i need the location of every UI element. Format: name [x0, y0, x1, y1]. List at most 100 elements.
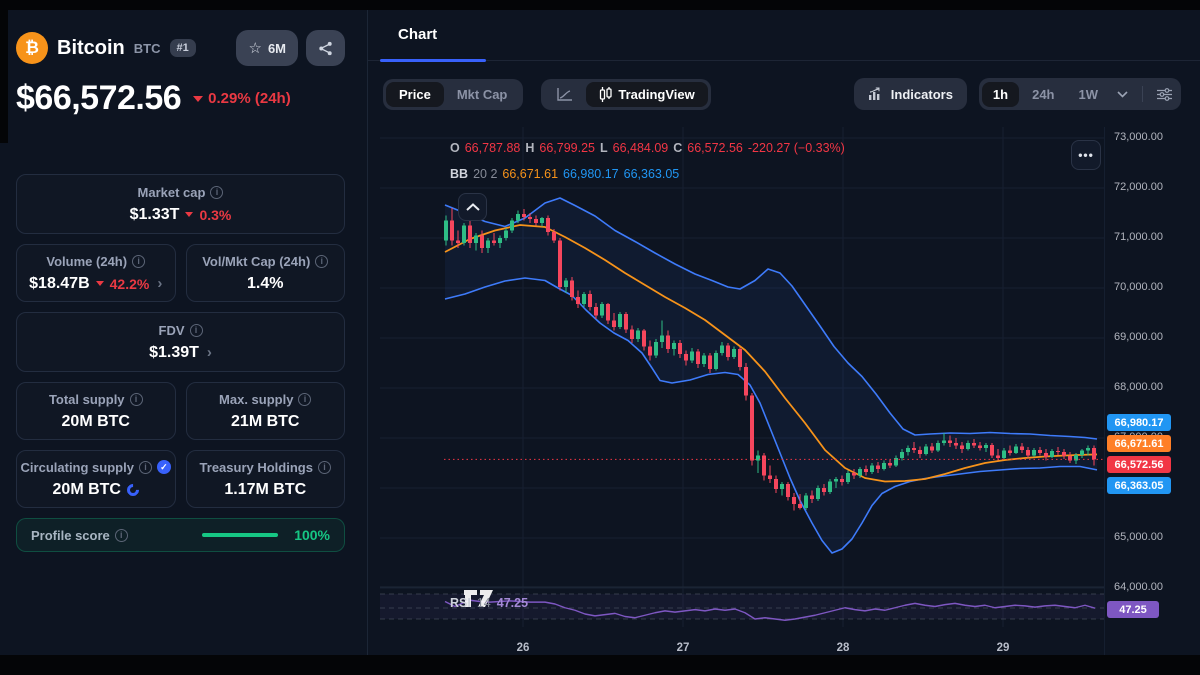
stat-label: Treasury Holdings i — [200, 460, 331, 475]
x-axis-label: 27 — [677, 642, 690, 654]
tab-chart[interactable]: Chart — [398, 26, 438, 43]
timeframe-dropdown[interactable] — [1111, 90, 1134, 98]
coin-price: $66,572.56 — [16, 79, 182, 117]
price-tag: 66,671.61 — [1107, 435, 1171, 452]
tab-active-underline — [380, 59, 486, 62]
rsi-legend[interactable]: RSI 14 47.25 — [450, 596, 529, 610]
mktcap-toggle[interactable]: Mkt Cap — [456, 86, 508, 102]
stat-card-treasury-holdings[interactable]: Treasury Holdings i 1.17M BTC — [185, 450, 345, 508]
y-axis-label: 69,000.00 — [1114, 331, 1163, 343]
x-axis-label: 26 — [517, 642, 530, 654]
ohlc-legend: O 66,787.88 H 66,799.25 L 66,484.09 C 66,572… — [450, 141, 845, 155]
indicators-icon — [868, 87, 880, 100]
stat-card-volume-24h-[interactable]: Volume (24h) i $18.47B 42.2% › — [16, 244, 176, 302]
price-mktcap-toggle: Price Mkt Cap — [383, 78, 524, 110]
stat-label: Total supply i — [49, 392, 143, 407]
chart-type-toggle: TradingView — [541, 78, 711, 110]
y-axis-label: 73,000.00 — [1114, 131, 1163, 143]
info-icon: i — [129, 392, 143, 406]
top-black-bar — [0, 0, 1200, 10]
y-axis-label: 64,000.00 — [1114, 581, 1163, 593]
timeframe-24h[interactable]: 24h — [1032, 86, 1055, 102]
chevron-right-icon: › — [157, 275, 163, 292]
candles-icon — [600, 86, 613, 102]
stat-cards: Market cap i $1.33T 0.3% Volume (24h) i $18.47… — [16, 174, 345, 508]
timeframe-1h[interactable]: 1h — [981, 81, 1020, 107]
stat-card-market-cap[interactable]: Market cap i $1.33T 0.3% — [16, 174, 345, 234]
info-icon: i — [132, 254, 146, 268]
stat-card-vol-mkt-cap-24h-[interactable]: Vol/Mkt Cap (24h) i 1.4% — [185, 244, 345, 302]
timeframe-1w[interactable]: 1W — [1078, 86, 1099, 102]
rsi-value-tag: 47.25 — [1107, 601, 1159, 618]
x-axis-label: 29 — [997, 642, 1010, 654]
indicators-button[interactable]: Indicators — [853, 78, 967, 110]
stat-value: $1.33T 0.3% — [129, 205, 232, 223]
stat-card-total-supply[interactable]: Total supply i 20M BTC — [16, 382, 176, 440]
share-button[interactable] — [306, 30, 345, 66]
y-axis-label: 68,000.00 — [1114, 381, 1163, 393]
stat-card-circulating-supply[interactable]: Circulating supply i ✓ 20M BTC — [16, 450, 176, 508]
collapse-legend-button[interactable] — [458, 193, 487, 221]
watchlist-button[interactable]: ☆ 6M — [236, 30, 298, 66]
chevron-right-icon: › — [206, 344, 212, 361]
line-chart-button[interactable] — [544, 82, 586, 106]
coin-symbol: BTC — [133, 40, 161, 56]
candlestick-chart[interactable]: 26 27 28 29 — [380, 127, 1104, 655]
stat-label: Max. supply i — [219, 392, 312, 407]
triangle-down-icon — [193, 95, 204, 102]
triangle-down-icon — [95, 281, 104, 286]
chart-more-button[interactable]: ••• — [1071, 140, 1101, 170]
stat-label: Vol/Mkt Cap (24h) i — [202, 254, 329, 269]
price-toggle[interactable]: Price — [386, 81, 444, 107]
profile-score-label: Profile score i — [31, 528, 128, 543]
verified-check-icon: ✓ — [156, 460, 171, 474]
profile-score-bar — [202, 533, 279, 537]
info-icon: i — [210, 185, 224, 199]
price-tag: 66,980.17 — [1107, 414, 1171, 431]
chart-settings-button[interactable] — [1151, 87, 1178, 101]
price-tag: 66,363.05 — [1107, 477, 1171, 494]
chart-section: Chart Price Mkt Cap — [368, 10, 1200, 655]
bitcoin-logo-icon: ₿ — [16, 32, 48, 64]
chevron-up-icon — [465, 203, 480, 211]
x-axis-label: 28 — [837, 642, 850, 654]
timeframe-selector: 1h 24h 1W — [978, 78, 1181, 110]
price-change: 0.29% (24h) — [193, 90, 291, 107]
tradingview-button[interactable]: TradingView — [586, 81, 708, 107]
info-icon: i — [298, 392, 312, 406]
coin-name: Bitcoin — [57, 36, 125, 59]
info-icon: i — [315, 254, 329, 268]
share-icon — [319, 41, 332, 55]
tab-row: Chart — [368, 10, 1200, 62]
line-chart-icon — [557, 88, 573, 101]
bollinger-legend[interactable]: BB 20 2 66,671.61 66,980.17 66,363.05 — [450, 167, 680, 181]
stat-label: FDV i — [159, 323, 203, 338]
sliders-icon — [1157, 87, 1172, 101]
y-axis-label: 70,000.00 — [1114, 281, 1163, 293]
stat-card-fdv[interactable]: FDV i $1.39T › — [16, 312, 345, 372]
coin-sidebar: ₿ Bitcoin BTC #1 ☆ 6M — [0, 10, 368, 655]
stat-value: 20M BTC — [53, 481, 142, 499]
y-axis-label: 72,000.00 — [1114, 181, 1163, 193]
watchlist-count: 6M — [267, 40, 286, 56]
stat-card-max-supply[interactable]: Max. supply i 21M BTC — [185, 382, 345, 440]
stat-label: Market cap i — [138, 185, 224, 200]
coin-header: ₿ Bitcoin BTC #1 ☆ 6M — [16, 30, 345, 66]
toolbar-divider — [1142, 86, 1143, 102]
chevron-down-icon — [1117, 90, 1128, 98]
info-icon: i — [189, 323, 203, 337]
stat-value: 1.4% — [247, 274, 284, 292]
bottom-black-bar — [0, 655, 1200, 675]
info-icon: i — [317, 460, 331, 474]
triangle-down-icon — [185, 212, 194, 217]
profile-score-card[interactable]: Profile score i 100% — [16, 518, 345, 552]
info-icon: i — [138, 460, 152, 474]
chart-area[interactable]: 26 27 28 29 O 66,787.88 H 66,799.25 L 66,484.0… — [368, 127, 1200, 655]
stat-label: Circulating supply i ✓ — [21, 460, 171, 475]
price-scale[interactable]: 73,000.00 72,000.00 71,000.00 70,000.00 69,0… — [1104, 127, 1200, 655]
chart-toolbar: Price Mkt Cap — [368, 61, 1200, 127]
profile-score-value: 100% — [294, 527, 330, 543]
stat-value: $18.47B 42.2% › — [29, 274, 163, 293]
price-tag: 66,572.56 — [1107, 456, 1171, 473]
